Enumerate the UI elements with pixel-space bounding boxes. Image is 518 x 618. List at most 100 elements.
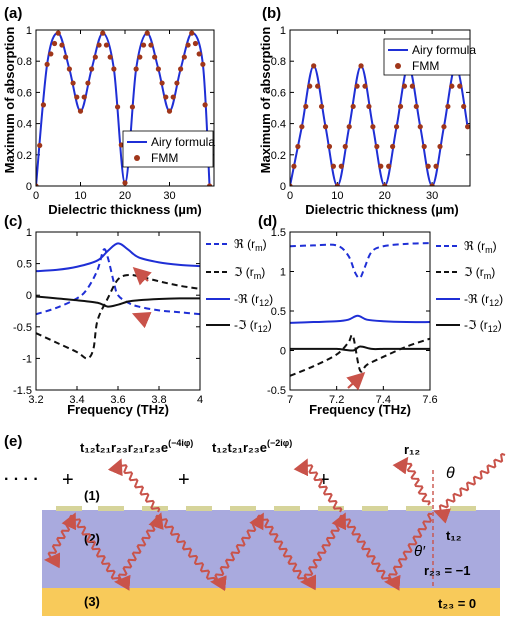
- internal-wave-7: [61, 512, 121, 583]
- y-tick-label: 0: [26, 290, 32, 302]
- data-point-fmm: [100, 30, 106, 36]
- data-point-fmm: [445, 103, 451, 110]
- term-second-order: t₁₂t₂₁r₂₃e(−2iφ): [212, 438, 292, 455]
- y-tick-label: -1: [22, 353, 32, 365]
- term-first-order: r₁₂: [404, 442, 420, 457]
- data-point-fmm: [326, 143, 333, 150]
- y-tick-label: 0.6: [17, 87, 32, 99]
- internal-wave-8: [44, 514, 75, 569]
- series-line: [36, 273, 200, 360]
- legend-subscript: m: [254, 271, 262, 281]
- data-point-fmm: [366, 103, 372, 110]
- x-tick-label: 7.6: [422, 394, 437, 406]
- data-point-fmm: [44, 61, 50, 67]
- data-point-fmm: [174, 80, 180, 86]
- data-point-fmm: [433, 163, 439, 169]
- plot-frame: [289, 29, 471, 187]
- theta-label: θ: [446, 465, 455, 482]
- data-point-fmm: [111, 66, 117, 72]
- data-point-fmm: [137, 54, 143, 60]
- theta-prime-label: θ′: [414, 543, 426, 560]
- data-point-fmm: [346, 124, 352, 130]
- panel-a: (a) Maximum of absorption Dielectric thi…: [2, 5, 215, 217]
- data-point-fmm: [196, 51, 202, 57]
- plus-sign-1: +: [62, 469, 74, 491]
- panel-label-c: (c): [4, 213, 22, 230]
- data-point-fmm: [85, 80, 91, 86]
- y-tick-label: 1: [26, 227, 32, 239]
- data-point-fmm: [378, 163, 384, 169]
- data-point-fmm: [441, 124, 447, 130]
- data-point-fmm: [465, 124, 470, 130]
- data-point-fmm: [202, 102, 208, 108]
- x-tick-label: 3.2: [28, 394, 43, 406]
- data-point-fmm: [96, 42, 102, 48]
- data-point-fmm: [425, 163, 431, 169]
- data-point-fmm: [152, 54, 158, 60]
- data-point-fmm: [70, 80, 76, 86]
- t23-label: t₂₃ = 0: [438, 596, 476, 611]
- legend-subscript: 12: [488, 324, 498, 334]
- data-point-fmm: [37, 142, 43, 149]
- data-point-fmm: [429, 183, 435, 186]
- legend-label: -ℜ (r12): [464, 292, 503, 308]
- plot-frame: [35, 231, 201, 391]
- data-point-fmm: [140, 42, 147, 48]
- series-line: [290, 345, 430, 352]
- data-point-fmm: [122, 180, 128, 186]
- legend-subscript: m: [485, 245, 493, 255]
- series-line: [36, 242, 200, 273]
- legend-label-airy: Airy formula: [412, 43, 476, 57]
- y-tick-label: 0.5: [17, 259, 32, 271]
- legend-close-paren: ): [261, 265, 265, 279]
- data-point-fmm: [103, 42, 110, 48]
- legend-label: ℑ (rm): [464, 265, 495, 281]
- data-point-fmm: [48, 51, 54, 57]
- data-point-fmm: [358, 63, 364, 69]
- legend-label: -ℑ (r12): [464, 318, 502, 334]
- metasurface-patch: [406, 506, 432, 511]
- data-point-fmm: [393, 124, 400, 130]
- panel-label-e: (e): [4, 433, 22, 450]
- data-point-fmm: [163, 94, 169, 100]
- legend-swatch-fmm: [395, 63, 401, 69]
- x-tick-label: 0: [287, 190, 293, 202]
- metasurface-patch: [98, 506, 124, 511]
- y-tick-label: -0.5: [13, 322, 32, 334]
- legend-subscript: m: [484, 271, 492, 281]
- data-point-fmm: [362, 83, 368, 89]
- x-tick-label: 7.4: [376, 394, 391, 406]
- data-point-fmm: [40, 102, 47, 108]
- series-line: [36, 295, 200, 308]
- data-point-fmm: [185, 42, 191, 48]
- outgoing-wave-2: [293, 458, 343, 513]
- legend-close-paren: ): [491, 265, 495, 279]
- metal-ground-layer: [42, 588, 500, 616]
- r23-label: r₂₃ = −1: [424, 563, 470, 578]
- x-tick-label: 30: [426, 190, 438, 202]
- data-point-fmm: [401, 83, 408, 89]
- x-tick-label: 7: [287, 394, 293, 406]
- legend-label: -ℑ (r12): [234, 318, 272, 334]
- data-point-fmm: [386, 163, 392, 169]
- legend-subscript: 12: [489, 298, 499, 308]
- data-point-fmm: [350, 103, 356, 110]
- legend-subscript: 12: [258, 324, 268, 334]
- data-point-fmm: [178, 66, 184, 72]
- data-point-fmm: [421, 143, 427, 150]
- metasurface-patch: [230, 506, 256, 511]
- data-point-fmm: [74, 94, 80, 100]
- plot-frame: [35, 29, 215, 187]
- y-tick-label: 1: [280, 267, 286, 279]
- data-point-fmm: [129, 104, 136, 110]
- data-point-fmm: [144, 30, 150, 36]
- y-tick-label: -1.5: [13, 385, 32, 397]
- data-point-fmm: [290, 183, 293, 186]
- x-tick-label: 30: [163, 190, 175, 202]
- x-tick-label: 10: [331, 190, 343, 202]
- data-point-fmm: [51, 40, 58, 47]
- y-tick-label: 0.8: [271, 56, 286, 68]
- legend-box: [383, 38, 471, 76]
- data-point-fmm: [63, 54, 69, 60]
